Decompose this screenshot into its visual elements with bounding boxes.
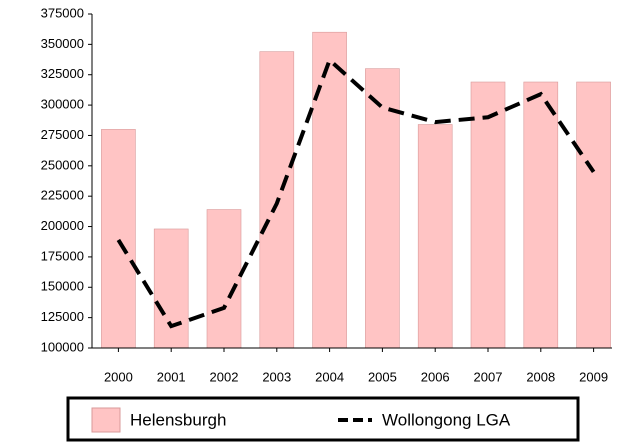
y-tick-label: 225000: [41, 188, 84, 203]
legend-label: Wollongong LGA: [382, 410, 511, 429]
bar: [312, 31, 347, 349]
x-tick-label: 2002: [210, 369, 239, 384]
bar: [206, 209, 242, 349]
x-tick-label: 2000: [104, 369, 133, 384]
x-tick-label: 2001: [157, 369, 186, 384]
y-tick-label: 125000: [41, 309, 84, 324]
y-tick-label: 375000: [41, 5, 84, 20]
legend-label: Helensburgh: [130, 410, 226, 429]
x-tick-label: 2009: [579, 369, 608, 384]
y-tick-label: 275000: [41, 127, 84, 142]
bar: [470, 81, 506, 349]
y-tick-label: 175000: [41, 248, 84, 263]
x-tick-label: 2006: [421, 369, 450, 384]
x-tick-label: 2003: [262, 369, 291, 384]
x-tick-label: 2008: [526, 369, 555, 384]
x-tick-label: 2007: [474, 369, 503, 384]
y-tick-label: 300000: [41, 97, 84, 112]
bar: [365, 68, 400, 349]
y-tick-label: 150000: [41, 279, 84, 294]
bar: [576, 81, 611, 349]
y-tick-label: 250000: [41, 157, 84, 172]
line: [116, 56, 596, 329]
bar: [417, 124, 453, 349]
y-tick-label: 200000: [41, 218, 84, 233]
y-tick-label: 325000: [41, 66, 84, 81]
legend-swatch: [91, 407, 121, 433]
bar: [101, 129, 136, 349]
bar: [153, 228, 189, 349]
legend-box: [66, 396, 580, 442]
y-tick-label: 100000: [41, 339, 84, 354]
bar: [523, 81, 559, 349]
x-tick-label: 2004: [315, 369, 344, 384]
y-tick-label: 350000: [41, 36, 84, 51]
x-tick-label: 2005: [368, 369, 397, 384]
